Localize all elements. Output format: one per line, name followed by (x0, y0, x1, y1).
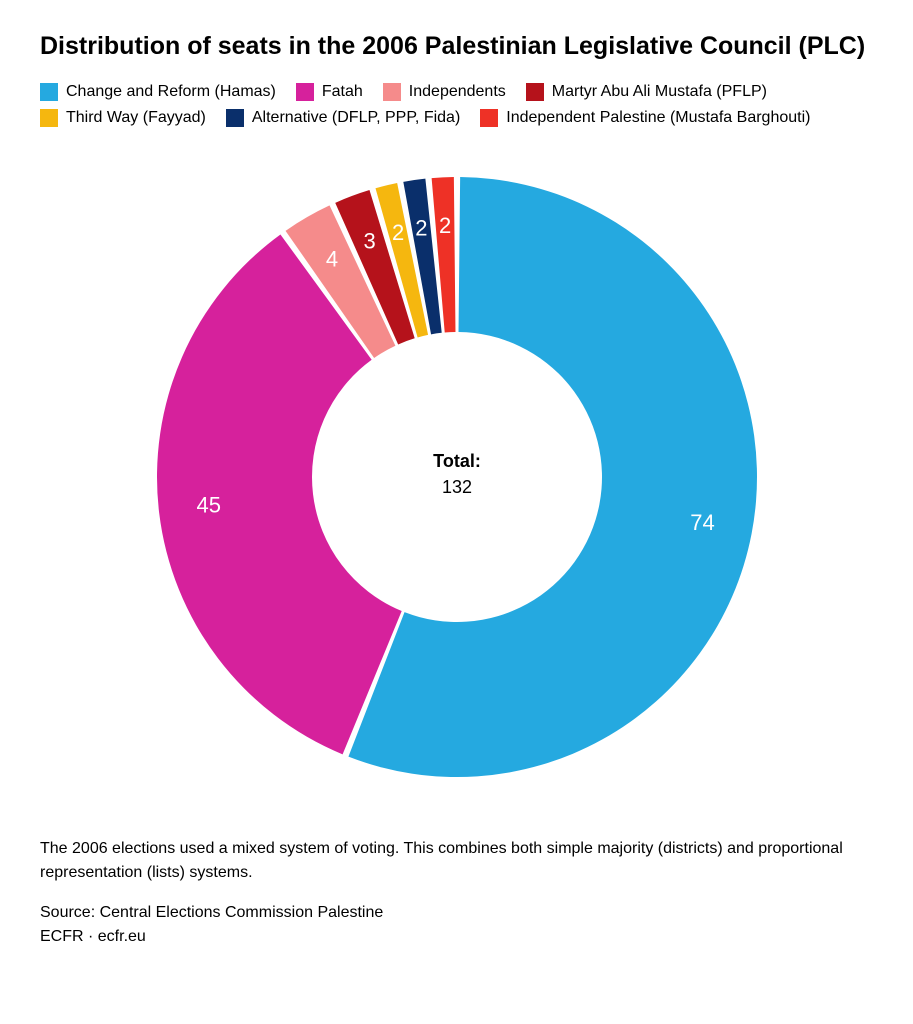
legend-item: Independent Palestine (Mustafa Barghouti… (480, 109, 810, 127)
legend-item: Fatah (296, 83, 363, 101)
legend-swatch (480, 109, 498, 127)
legend-swatch (296, 83, 314, 101)
center-total-label: Total: (433, 451, 481, 471)
slice-value-label: 2 (415, 215, 427, 240)
legend-swatch (383, 83, 401, 101)
center-total-value: 132 (441, 477, 471, 497)
legend-label: Independent Palestine (Mustafa Barghouti… (506, 109, 810, 127)
slice-value-label: 3 (363, 228, 375, 253)
legend-label: Change and Reform (Hamas) (66, 83, 276, 101)
legend-label: Martyr Abu Ali Mustafa (PFLP) (552, 83, 767, 101)
source-line-1: Source: Central Elections Commission Pal… (40, 901, 873, 925)
legend-item: Martyr Abu Ali Mustafa (PFLP) (526, 83, 767, 101)
legend-swatch (40, 109, 58, 127)
donut-chart: 744543222Total:132 (40, 147, 873, 807)
slice-value-label: 2 (391, 219, 403, 244)
chart-title: Distribution of seats in the 2006 Palest… (40, 30, 873, 63)
legend-label: Alternative (DFLP, PPP, Fida) (252, 109, 460, 127)
legend-item: Change and Reform (Hamas) (40, 83, 276, 101)
legend-item: Third Way (Fayyad) (40, 109, 206, 127)
slice-value-label: 74 (690, 510, 714, 535)
legend-swatch (226, 109, 244, 127)
legend-swatch (40, 83, 58, 101)
slice-value-label: 2 (438, 213, 450, 238)
legend-swatch (526, 83, 544, 101)
legend-item: Independents (383, 83, 506, 101)
legend-label: Third Way (Fayyad) (66, 109, 206, 127)
legend-item: Alternative (DFLP, PPP, Fida) (226, 109, 460, 127)
source-line-2: ECFR · ecfr.eu (40, 925, 873, 949)
legend-label: Fatah (322, 83, 363, 101)
slice-value-label: 4 (325, 246, 337, 271)
legend: Change and Reform (Hamas) Fatah Independen… (40, 83, 873, 127)
legend-label: Independents (409, 83, 506, 101)
slice-value-label: 45 (196, 492, 220, 517)
footnote-text: The 2006 elections used a mixed system o… (40, 837, 873, 885)
